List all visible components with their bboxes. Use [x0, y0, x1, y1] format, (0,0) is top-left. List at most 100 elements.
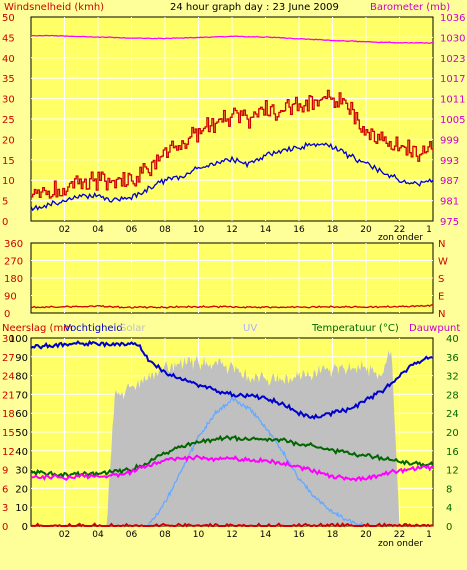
- x-tick-label: 08: [159, 530, 171, 540]
- compass-label: N: [438, 309, 445, 320]
- x-tick-label: 20: [360, 225, 372, 235]
- graph-title: 24 hour graph day : 23 June 2009: [170, 2, 339, 13]
- humidity-tick-label: 40: [15, 447, 28, 458]
- humidity-tick-label: 30: [15, 466, 28, 477]
- wind-tick-label: 25: [2, 115, 15, 126]
- humidity-line: [30, 339, 434, 420]
- rain-tick-label: 12: [2, 447, 15, 458]
- x-tick-label: 02: [59, 225, 70, 235]
- wind-tick-label: 0: [2, 217, 8, 228]
- rain-tick-label: 15: [2, 428, 15, 439]
- wind-tick-label: 10: [2, 176, 15, 187]
- temperature-tick-label: 36: [446, 353, 459, 364]
- humidity-tick-label: 10: [15, 503, 28, 514]
- direction-panel-series: [30, 304, 433, 309]
- barometer-tick-label: 1011: [440, 95, 465, 106]
- humidity-tick-label: 20: [15, 484, 28, 495]
- rain-humidity-temp-panel: 0369121518212427300102030405060708090100…: [2, 323, 460, 549]
- x-tick-label: 04: [92, 530, 104, 540]
- x-tick-label: 18: [327, 530, 339, 540]
- direction-degree-label: 90: [4, 292, 17, 303]
- sunset-label-bottom: zon onder: [378, 539, 423, 549]
- humidity-tick-label: 50: [15, 428, 28, 439]
- compass-label: S: [438, 274, 444, 285]
- x-tick-label: 1: [426, 225, 432, 235]
- humidity-tick-label: 0: [22, 522, 28, 533]
- x-tick-label: 10: [193, 225, 205, 235]
- wind-tick-label: 30: [2, 95, 15, 106]
- wind-tick-label: 20: [2, 135, 15, 146]
- x-tick-label: 06: [126, 530, 138, 540]
- humidity-tick-label: 80: [15, 372, 28, 383]
- compass-label: E: [438, 292, 444, 303]
- rain-tick-label: 27: [2, 353, 15, 364]
- compass-label: W: [438, 257, 448, 268]
- uv-line: [147, 397, 367, 528]
- wind-direction-line: [30, 304, 433, 309]
- barometer-tick-label: 987: [440, 176, 459, 187]
- x-tick-label: 12: [226, 225, 237, 235]
- x-tick-label: 22: [394, 530, 405, 540]
- solar-axis-label: Solar: [120, 323, 146, 334]
- x-tick-label: 16: [293, 530, 305, 540]
- rain-tick-label: 21: [2, 390, 15, 401]
- wind-tick-label: 5: [2, 197, 8, 208]
- rain-tick-label: 30: [2, 334, 15, 345]
- temperature-tick-label: 8: [446, 484, 452, 495]
- humidity-tick-label: 90: [15, 353, 28, 364]
- wind-barometer-panel: 0 5 10 15 20 25 30 35 40 45 50 975 981 987 993 999 1005 1…: [2, 2, 465, 243]
- wind-panel-grid: [31, 17, 433, 221]
- x-tick-label: 18: [327, 225, 339, 235]
- x-tick-label: 04: [92, 225, 104, 235]
- temp-panel-ticks: 0369121518212427300102030405060708090100…: [2, 334, 459, 540]
- barometer-line: [30, 34, 434, 44]
- barometer-tick-label: 1005: [440, 115, 465, 126]
- rain-axis-label: Neerslag (mm: [2, 323, 73, 334]
- temp-panel-series: [30, 339, 434, 528]
- barometer-tick-label: 1030: [440, 33, 465, 44]
- barometer-tick-label: 1023: [440, 54, 465, 65]
- rain-tick-label: 3: [2, 503, 8, 514]
- barometer-axis-label: Barometer (mb): [370, 2, 450, 13]
- barometer-tick-label: 1017: [440, 74, 465, 85]
- direction-degree-label: 180: [4, 274, 23, 285]
- temperature-tick-label: 16: [446, 447, 459, 458]
- x-tick-label: 14: [260, 530, 272, 540]
- direction-panel-grid: [31, 243, 433, 313]
- wind-tick-label: 35: [2, 74, 15, 85]
- wind-tick-label: 40: [2, 54, 15, 65]
- sunset-label: zon onder: [378, 233, 423, 243]
- temperature-tick-label: 4: [446, 503, 452, 514]
- temperature-tick-label: 40: [446, 334, 459, 345]
- wind-speed-axis-label: Windsnelheid (kmh): [4, 2, 104, 13]
- wind-panel-series: [30, 34, 434, 212]
- temperature-tick-label: 12: [446, 466, 459, 477]
- temperature-tick-label: 28: [446, 390, 459, 401]
- x-tick-label: 10: [193, 530, 205, 540]
- wind-panel-ticks: 0 5 10 15 20 25 30 35 40 45 50 975 981 987 993 999 1005 1…: [2, 13, 465, 235]
- rain-line: [30, 522, 434, 528]
- rain-tick-label: 9: [2, 466, 8, 477]
- wind-average-line: [30, 141, 434, 212]
- humidity-tick-label: 70: [15, 390, 28, 401]
- temperature-axis-label: Temperatuur (°C): [311, 323, 399, 334]
- wind-tick-label: 15: [2, 156, 15, 167]
- dewpoint-line: [30, 454, 434, 483]
- x-tick-label: 14: [260, 225, 272, 235]
- uv-axis-label: UV: [243, 323, 257, 334]
- x-tick-label: 22: [394, 225, 405, 235]
- wind-gust-line: [31, 89, 434, 199]
- humidity-tick-label: 100: [9, 334, 28, 345]
- rain-tick-label: 0: [2, 522, 8, 533]
- rain-tick-label: 24: [2, 372, 15, 383]
- wind-tick-label: 45: [2, 33, 15, 44]
- direction-degree-label: 360: [4, 239, 23, 250]
- rain-tick-label: 6: [2, 484, 8, 495]
- direction-degree-label: 270: [4, 257, 23, 268]
- compass-label: N: [438, 239, 445, 250]
- x-tick-label: 06: [126, 225, 138, 235]
